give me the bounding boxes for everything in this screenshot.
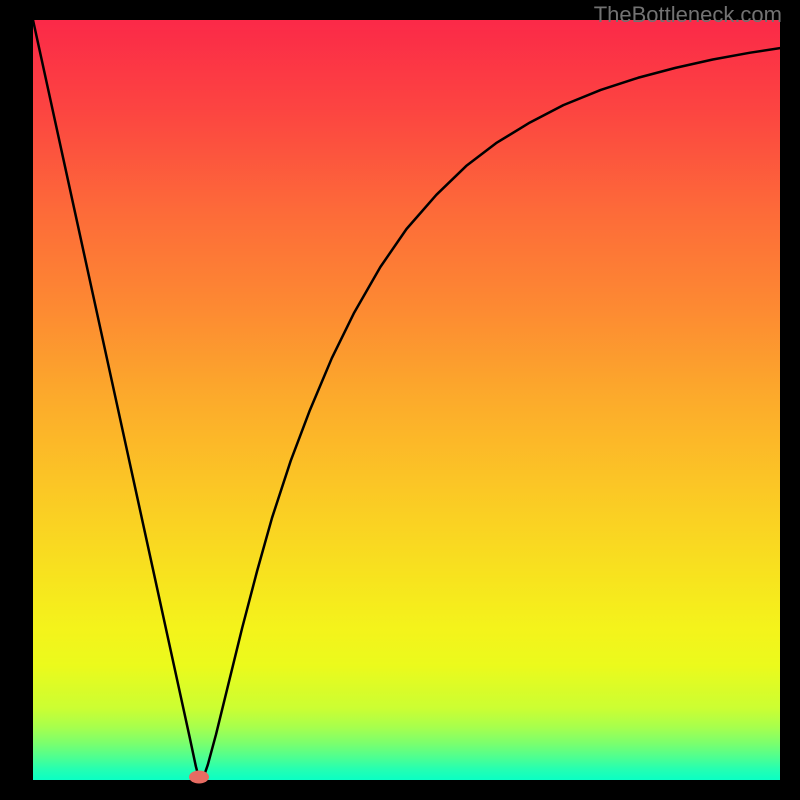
gradient-background [33, 20, 780, 780]
plot-svg [33, 20, 780, 780]
plot-area [33, 20, 780, 780]
bottleneck-chart: TheBottleneck.com [0, 0, 800, 800]
watermark-label: TheBottleneck.com [594, 2, 782, 28]
min-marker-icon [189, 770, 209, 783]
